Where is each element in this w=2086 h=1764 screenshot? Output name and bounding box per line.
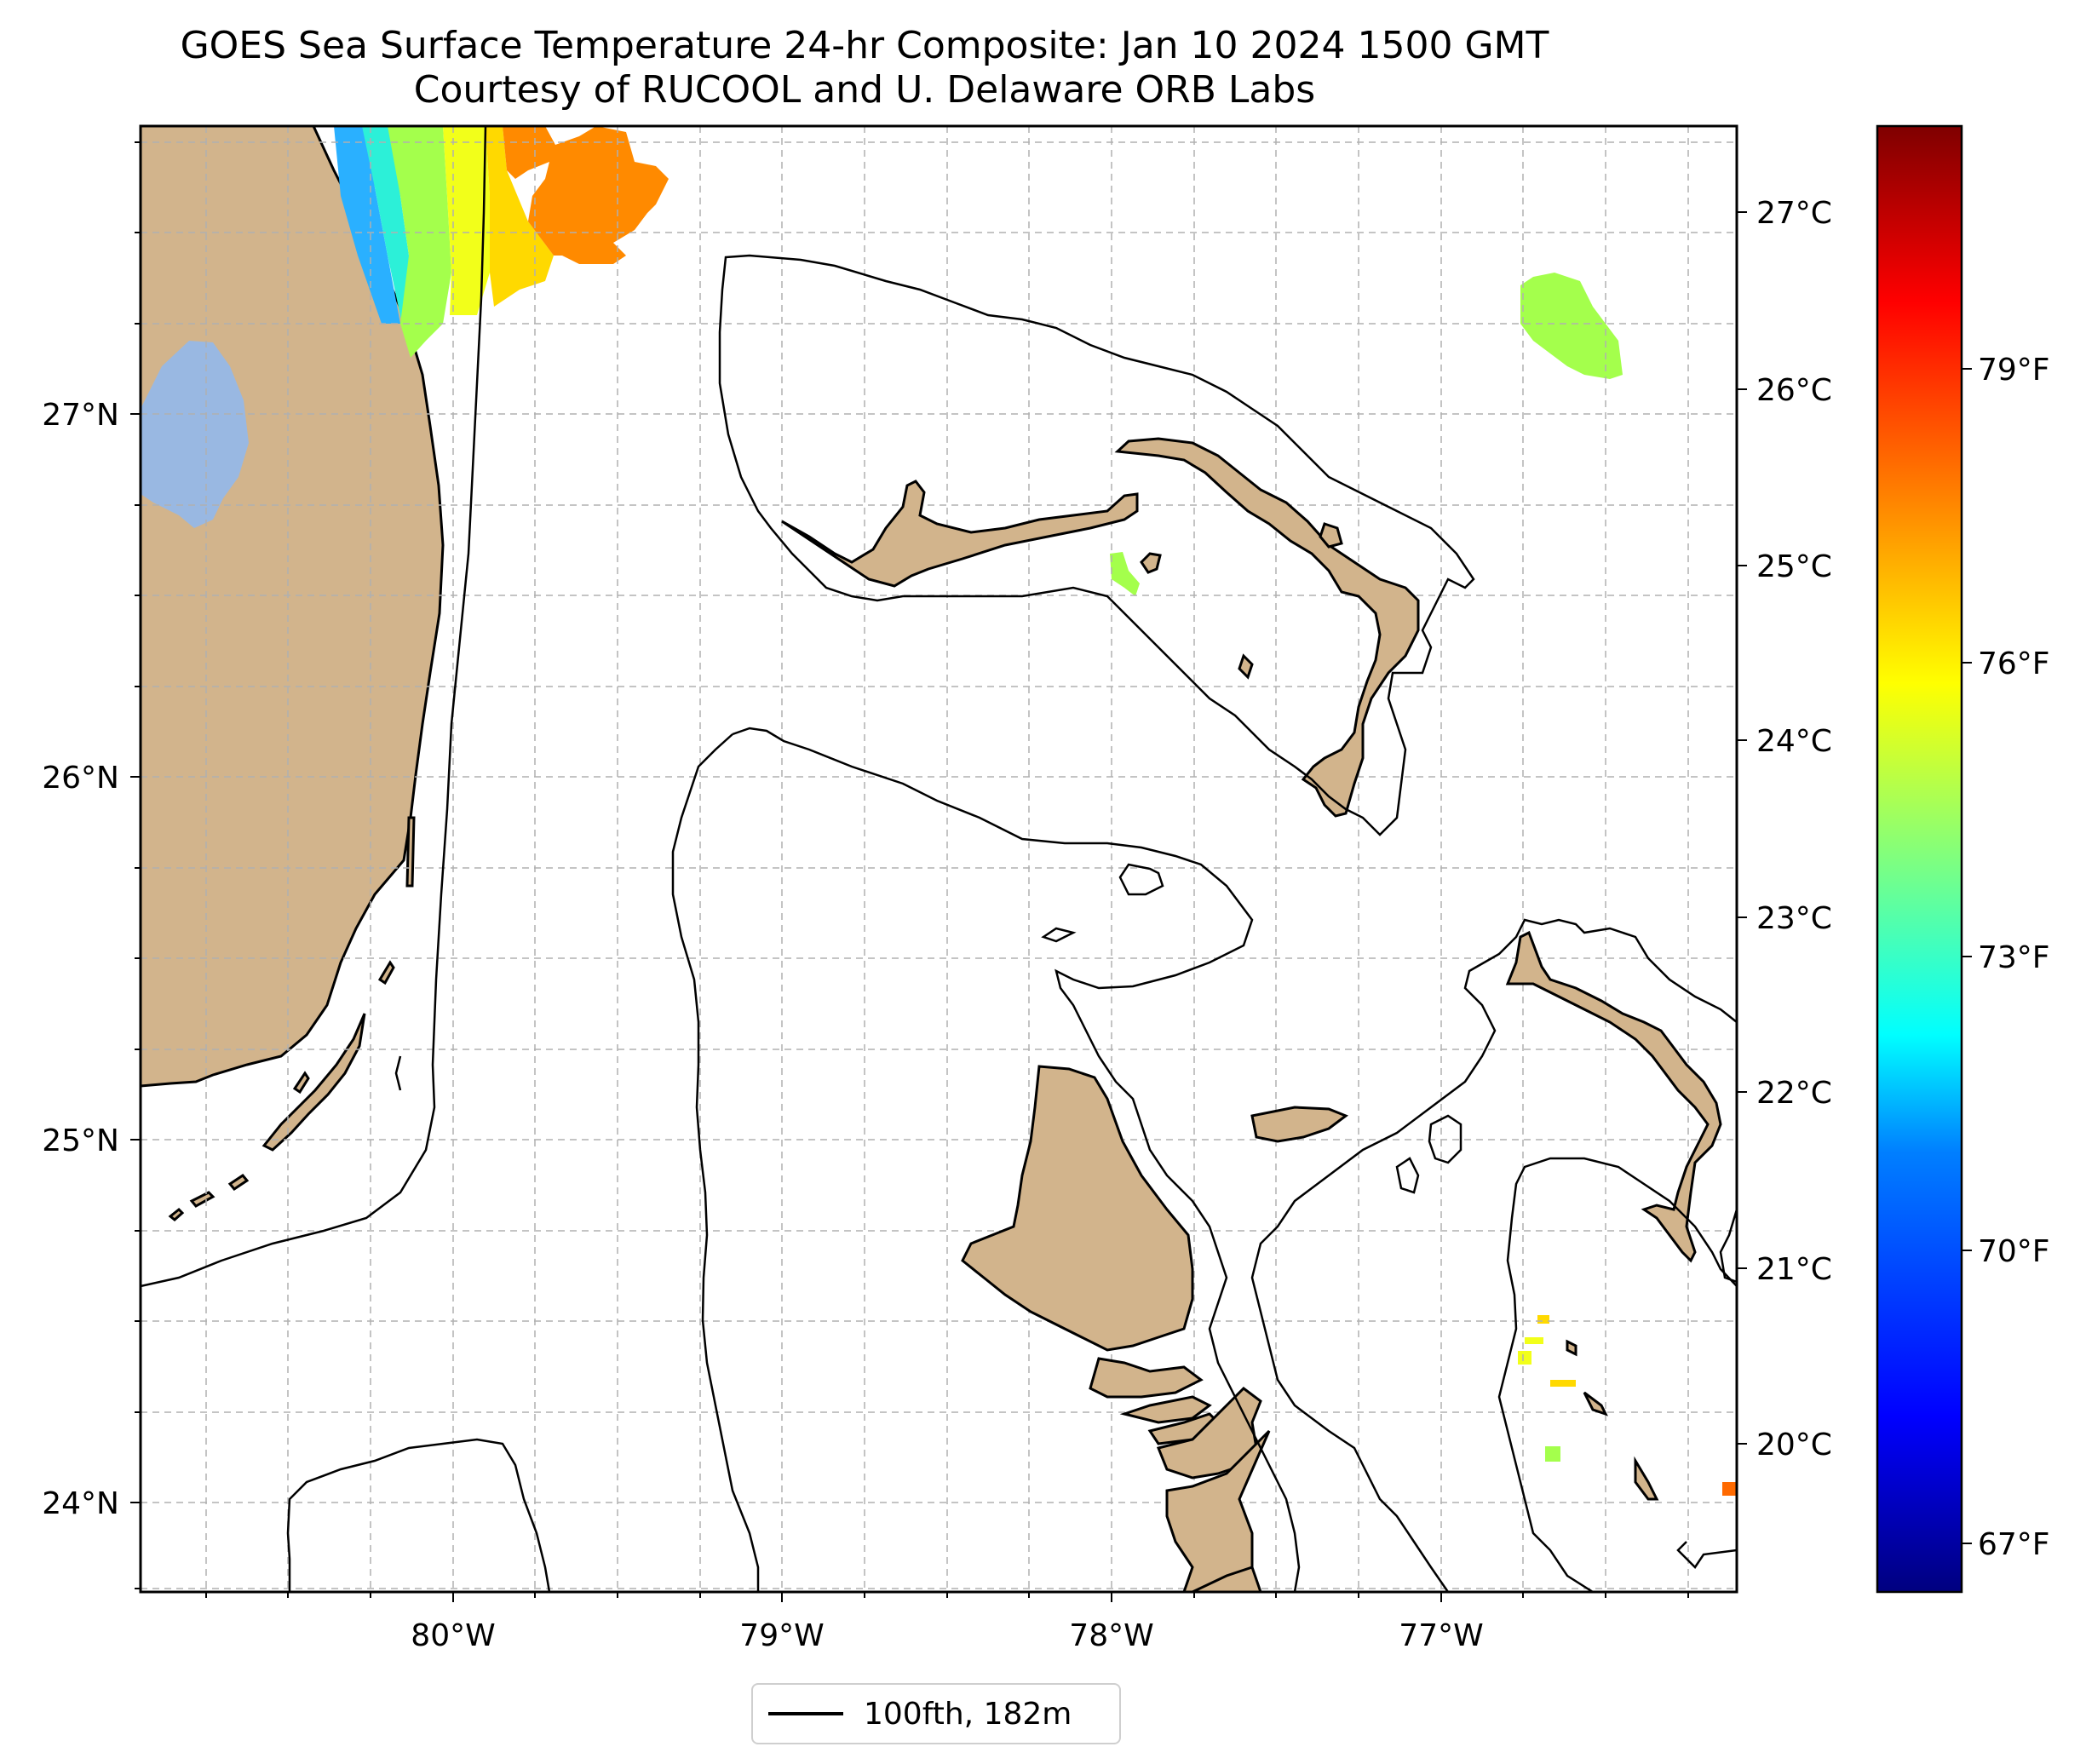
fahrenheit-tick-76: 76°F	[1978, 646, 2050, 681]
map-title: GOES Sea Surface Temperature 24-hr Compo…	[180, 24, 1549, 67]
isobath-100fth	[141, 126, 1737, 1592]
celsius-tick-26: 26°C	[1756, 373, 1832, 408]
florida-keys	[168, 816, 416, 1221]
legend: 100fth, 182m	[751, 1683, 1121, 1744]
celsius-tick-21: 21°C	[1756, 1252, 1832, 1287]
axis-ticks	[130, 141, 1747, 1602]
lon-label-78w: 78°W	[1069, 1618, 1153, 1653]
fahrenheit-tick-67: 67°F	[1978, 1527, 2050, 1562]
celsius-tick-27: 27°C	[1756, 196, 1832, 231]
map-canvas	[141, 126, 1737, 1592]
fahrenheit-tick-73: 73°F	[1978, 940, 2050, 975]
colorbar	[1877, 126, 1962, 1592]
legend-line-swatch	[768, 1712, 843, 1715]
graticule	[141, 126, 1737, 1592]
lat-label-27n: 27°N	[42, 398, 119, 433]
colorbar-ticks	[1962, 368, 1972, 1544]
fahrenheit-tick-79: 79°F	[1978, 353, 2050, 388]
legend-label: 100fth, 182m	[864, 1696, 1072, 1732]
lat-label-25n: 25°N	[42, 1123, 119, 1158]
lon-label-80w: 80°W	[411, 1618, 495, 1653]
celsius-tick-24: 24°C	[1756, 724, 1832, 759]
celsius-tick-22: 22°C	[1756, 1076, 1832, 1111]
lat-label-26n: 26°N	[42, 761, 119, 796]
celsius-tick-23: 23°C	[1756, 901, 1832, 936]
fahrenheit-tick-70: 70°F	[1978, 1234, 2050, 1269]
sst-patches	[334, 126, 1737, 1496]
lon-label-79w: 79°W	[739, 1618, 824, 1653]
celsius-tick-25: 25°C	[1756, 549, 1832, 584]
map-subtitle: Courtesy of RUCOOL and U. Delaware ORB L…	[413, 68, 1316, 112]
lon-label-77w: 77°W	[1399, 1618, 1483, 1653]
bahamas-islands	[781, 437, 1722, 1592]
lat-label-24n: 24°N	[42, 1486, 119, 1521]
colorbar-frame	[1876, 124, 1963, 1594]
map-frame	[139, 124, 1738, 1594]
celsius-tick-20: 20°C	[1756, 1428, 1832, 1462]
lake-okeechobee	[141, 341, 249, 528]
